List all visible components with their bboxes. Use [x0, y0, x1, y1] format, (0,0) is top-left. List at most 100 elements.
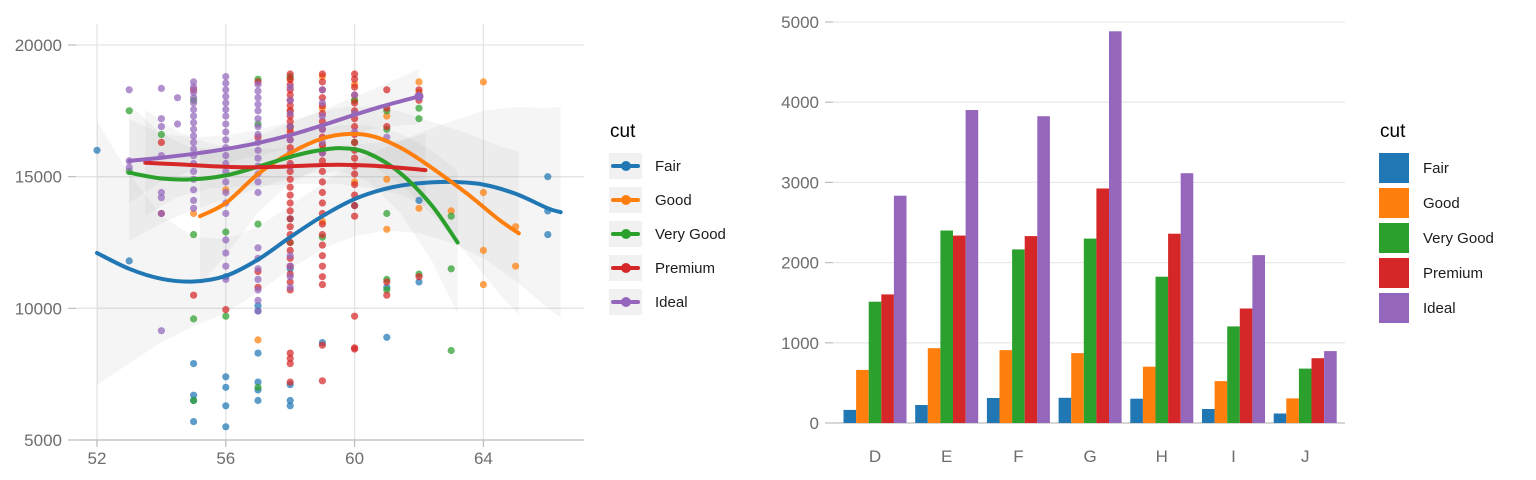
bar-F-good — [999, 350, 1013, 423]
bar-y-tick-label: 2000 — [781, 254, 819, 273]
scatter-y-tick-label: 15000 — [15, 168, 62, 187]
legend-label: Very Good — [655, 225, 726, 243]
bar-I-very-good — [1227, 326, 1240, 423]
bar-D-good — [856, 369, 869, 423]
bar-H-fair — [1130, 398, 1143, 423]
bar-J-ideal — [1324, 351, 1337, 423]
bar-group-I — [1202, 255, 1265, 423]
legend-item-premium: Premium — [609, 255, 715, 281]
legend-label: Good — [655, 191, 692, 209]
bar-E-very-good — [940, 230, 953, 423]
bar-F-ideal — [1037, 116, 1050, 423]
legend-item-ideal: Ideal — [1379, 293, 1456, 323]
bar-F-very-good — [1012, 249, 1025, 423]
bar-E-ideal — [965, 110, 979, 423]
ideal-line-end-dot — [414, 91, 424, 101]
bar-group-J — [1273, 351, 1337, 423]
legend-key-box — [609, 153, 642, 179]
bar-E-fair — [915, 405, 928, 423]
bar-x-tick-label: G — [1083, 447, 1096, 466]
bar-y-tick-label: 4000 — [781, 93, 819, 112]
legend-item-premium: Premium — [1379, 258, 1483, 288]
bar-H-good — [1142, 366, 1156, 423]
bar-F-premium — [1024, 236, 1038, 423]
legend-key-dot — [620, 161, 631, 171]
bar-x-tick-label: E — [941, 447, 952, 466]
legend-label: Good — [1423, 194, 1460, 212]
bar-y-tick-label: 3000 — [781, 173, 819, 192]
bar-x-tick-label: H — [1156, 447, 1168, 466]
scatter-legend-items: Fair Good Very Good Premium Ideal — [609, 153, 759, 343]
legend-label: Ideal — [1423, 299, 1456, 317]
legend-key-box — [609, 221, 642, 247]
bar-J-premium — [1311, 358, 1325, 423]
legend-key-box — [609, 289, 642, 315]
bar-y-tick-label: 5000 — [781, 13, 819, 32]
scatter-x-tick-label: 60 — [345, 449, 364, 468]
legend-label: Very Good — [1423, 229, 1494, 247]
scatter-legend-title: cut — [610, 121, 636, 142]
legend-item-fair: Fair — [609, 153, 681, 179]
bar-x-tick-label: I — [1231, 447, 1236, 466]
bar-group-H — [1130, 173, 1194, 423]
legend-label: Ideal — [655, 293, 688, 311]
legend-label: Fair — [655, 157, 681, 175]
bar-G-ideal — [1109, 31, 1122, 424]
bar-G-very-good — [1083, 238, 1097, 423]
bar-I-good — [1214, 381, 1228, 423]
smooth-line-good — [198, 131, 521, 236]
legend-label: Fair — [1423, 159, 1449, 177]
scatter-y-tick-label: 10000 — [15, 299, 62, 318]
legend-key-dot — [620, 263, 631, 273]
legend-key-box — [609, 255, 642, 281]
bar-J-fair — [1273, 413, 1287, 423]
bar-J-very-good — [1298, 368, 1312, 423]
legend-item-ideal: Ideal — [609, 289, 688, 315]
scatter-y-tick-label: 5000 — [24, 431, 62, 450]
smooth-line-ideal — [127, 94, 421, 163]
bar-y-tick-label: 0 — [810, 414, 819, 433]
bar-G-fair — [1058, 397, 1072, 423]
legend-item-very-good: Very Good — [1379, 223, 1494, 253]
bar-J-good — [1286, 398, 1299, 423]
smooth-line-very-good — [127, 146, 460, 245]
bar-H-ideal — [1180, 173, 1194, 423]
bar-x-tick-label: F — [1013, 447, 1023, 466]
bar-x-tick-label: J — [1301, 447, 1310, 466]
bar-group-F — [986, 116, 1050, 423]
scatter-axes: 5000 10000 15000 20000 52 56 60 64 — [15, 36, 493, 468]
bar-y-tick-label: 1000 — [781, 334, 819, 353]
bar-D-premium — [881, 294, 894, 423]
bar-D-ideal — [893, 195, 907, 423]
legend-key-box — [609, 187, 642, 213]
confidence-band-ideal — [129, 68, 419, 203]
legend-key-dot — [620, 229, 631, 239]
legend-swatch — [1379, 153, 1409, 183]
legend-swatch — [1379, 293, 1409, 323]
bar-G-premium — [1096, 188, 1109, 423]
bar-I-ideal — [1252, 255, 1265, 423]
bar-E-good — [927, 348, 941, 423]
bar-H-very-good — [1155, 276, 1169, 423]
bar-D-fair — [843, 409, 857, 423]
bar-groups — [843, 31, 1337, 424]
bar-group-E — [915, 110, 979, 423]
bar-axes: 0 1000 2000 3000 4000 5000 D E F G H I J — [781, 13, 1309, 466]
smooth-line-fair — [95, 179, 563, 284]
legend-label: Premium — [655, 259, 716, 277]
legend-swatch — [1379, 188, 1409, 218]
scatter-x-tick-label: 64 — [474, 449, 493, 468]
bar-legend-title: cut — [1380, 121, 1406, 142]
legend-item-good: Good — [609, 187, 692, 213]
legend-item-fair: Fair — [1379, 153, 1449, 183]
scatter-legend: cut Fair Good Very Good Premium Ideal — [609, 121, 759, 343]
bar-D-very-good — [868, 301, 882, 423]
legend-label: Premium — [1423, 264, 1484, 282]
confidence-bands — [97, 68, 561, 385]
legend-swatch — [1379, 258, 1409, 288]
bar-H-premium — [1168, 233, 1181, 423]
bar-legend-items: Fair Good Very Good Premium Ideal — [1379, 153, 1529, 343]
bar-chart: 0 1000 2000 3000 4000 5000 D E F G H I J — [781, 13, 1345, 466]
scatter-points-ideal — [125, 73, 391, 335]
